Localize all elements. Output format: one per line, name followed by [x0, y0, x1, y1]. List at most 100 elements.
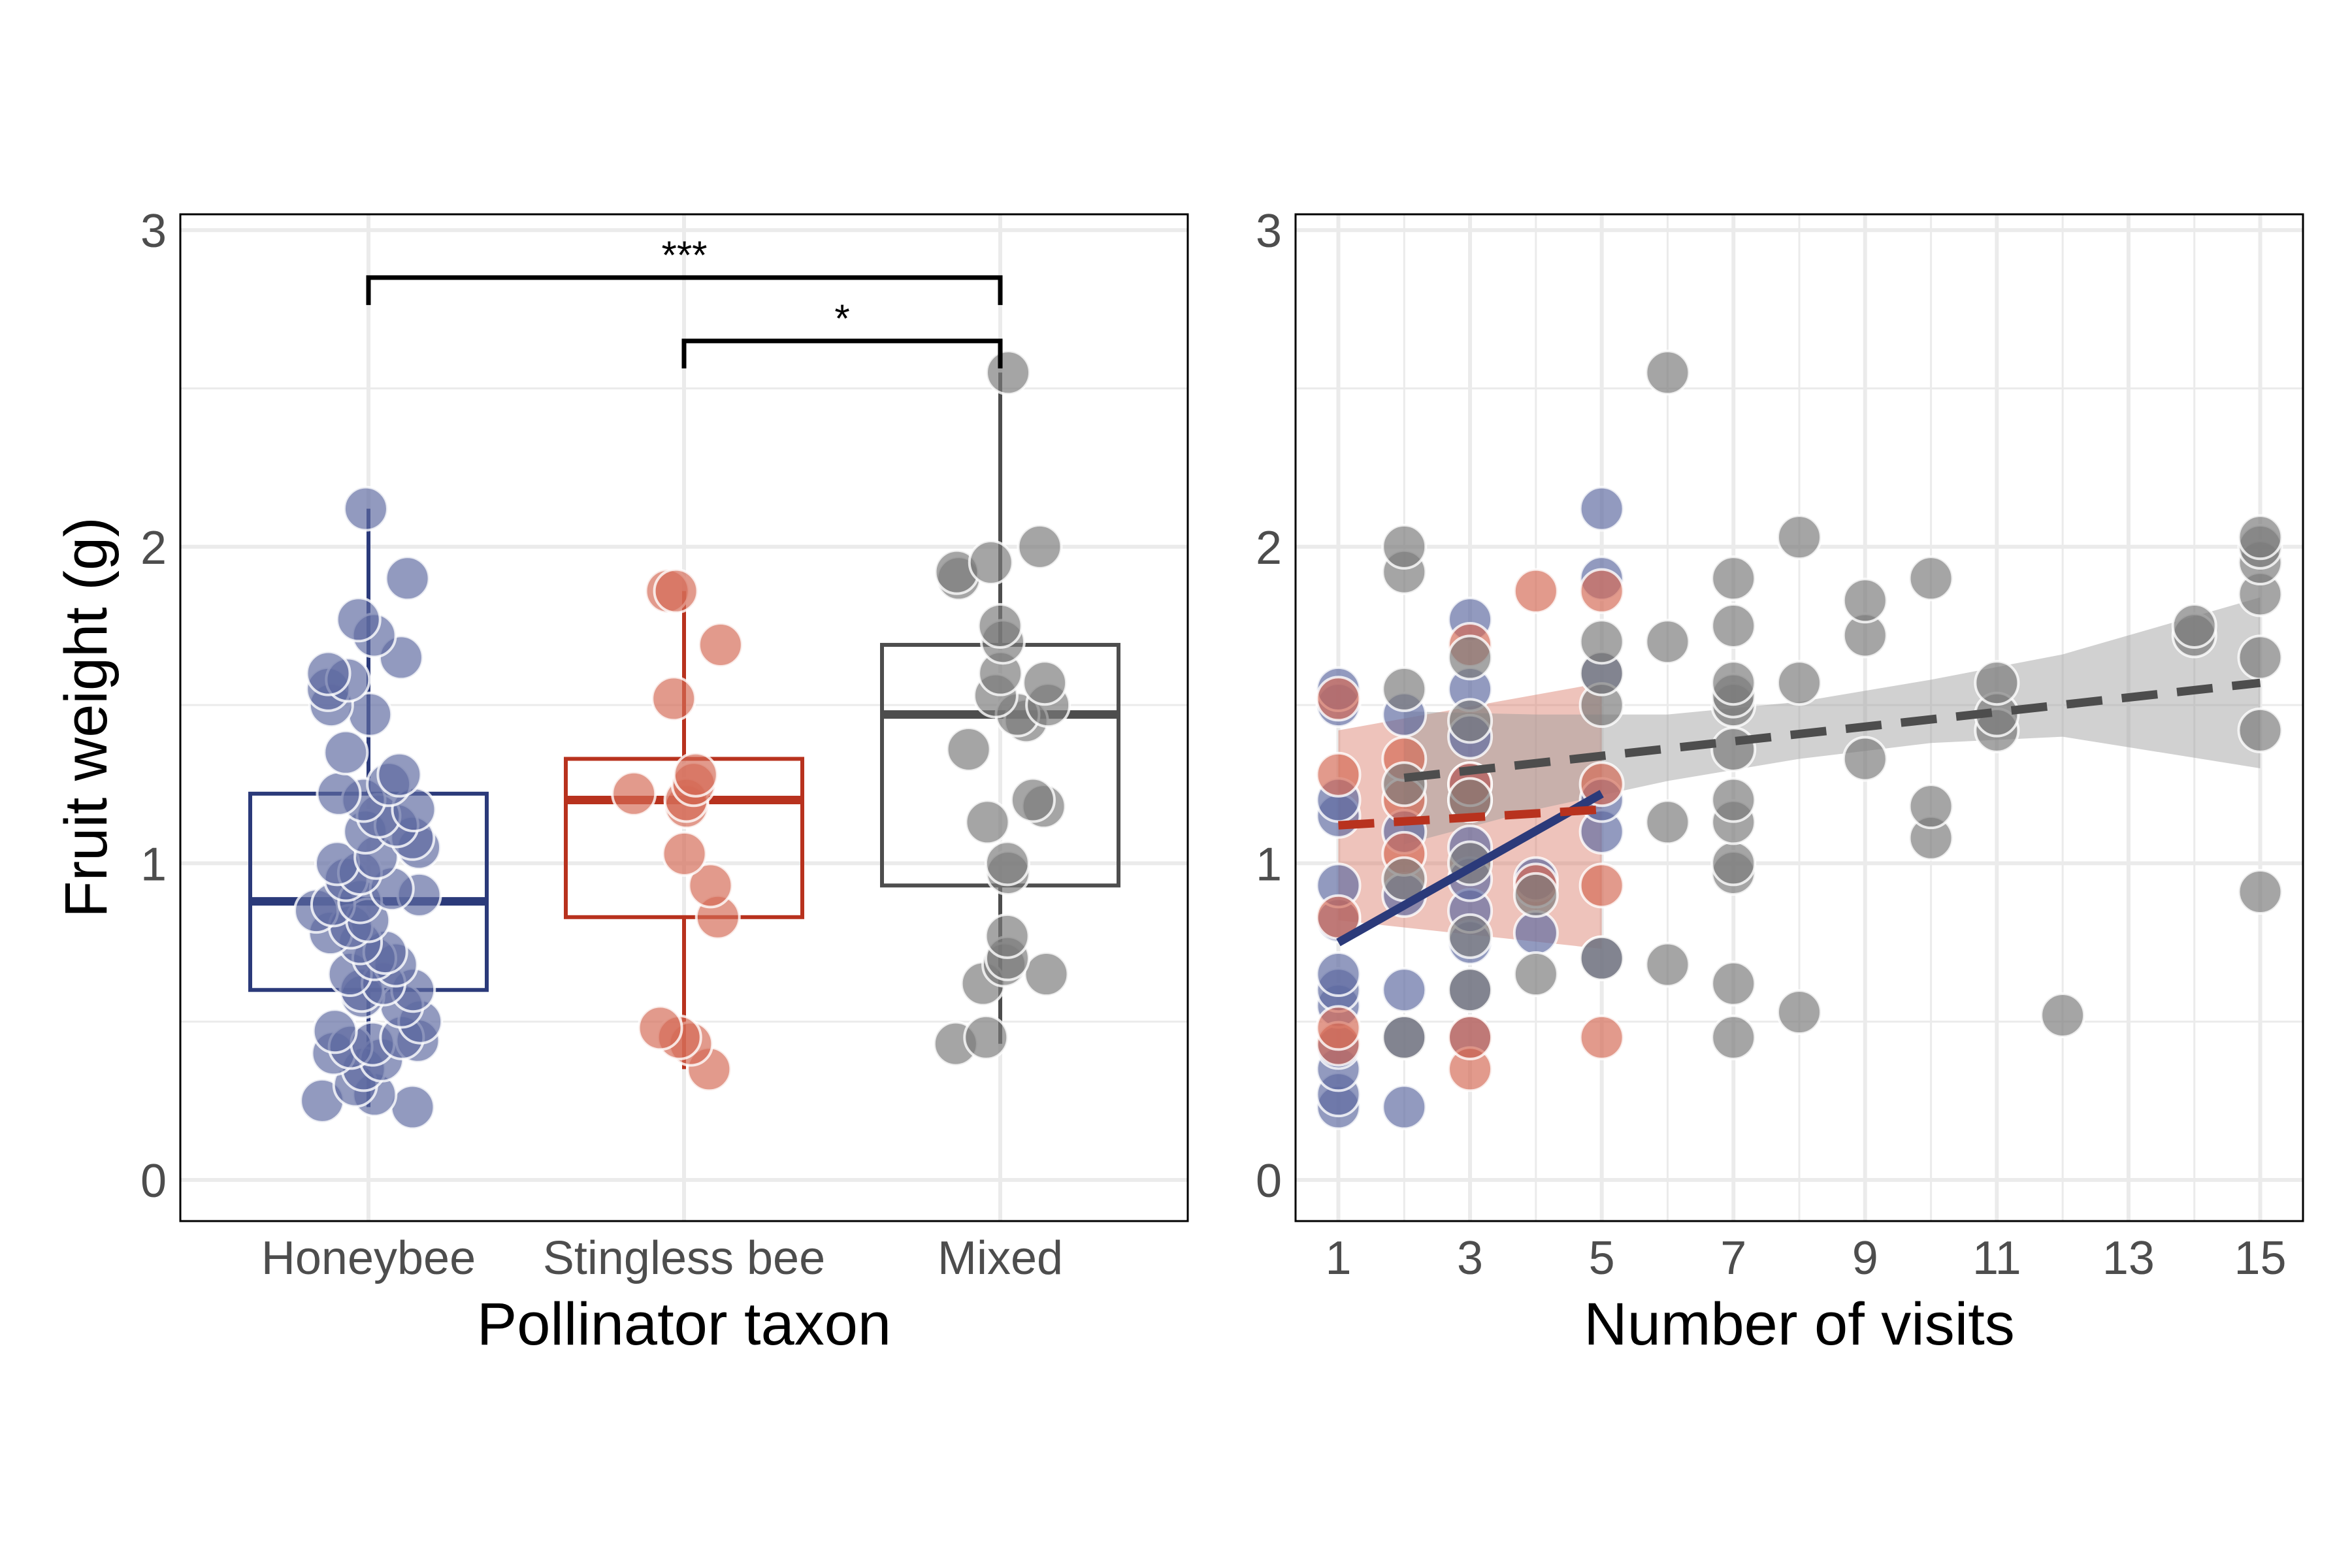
y-tick-label: 0 — [140, 1155, 167, 1207]
data-point — [963, 1014, 1009, 1060]
data-point — [1908, 555, 1954, 602]
data-point — [389, 1084, 436, 1130]
data-point — [1578, 485, 1625, 532]
y-tick-label: 2 — [1256, 522, 1282, 574]
significance-bracket — [681, 338, 1003, 368]
data-point — [1315, 751, 1362, 798]
data-point — [985, 350, 1032, 396]
scatter-x-ticks: 1 3 5 7 9 11 13 15 — [1325, 1232, 2286, 1284]
data-point — [977, 602, 1023, 649]
significance-brackets: **** — [366, 233, 1003, 368]
x-tick-label: Honeybee — [261, 1232, 476, 1284]
y-tick-label: 1 — [140, 838, 167, 890]
data-point — [1644, 941, 1691, 988]
scatter-y-ticks: 0 1 2 3 — [1256, 205, 1282, 1207]
data-point — [1023, 951, 1070, 998]
data-point — [1315, 676, 1362, 722]
data-point — [1447, 1014, 1494, 1060]
data-point — [1974, 660, 2020, 706]
data-point — [651, 676, 697, 722]
significance-label: * — [834, 297, 849, 340]
data-point — [672, 751, 719, 798]
data-point — [1776, 989, 1822, 1036]
y-tick-label: 0 — [1256, 1155, 1282, 1207]
data-point — [1017, 523, 1063, 570]
data-point — [1578, 619, 1625, 665]
significance-label: *** — [661, 233, 707, 277]
data-point — [376, 751, 423, 798]
x-tick-label: 7 — [1720, 1232, 1746, 1284]
data-point — [984, 913, 1030, 959]
fit-line — [1338, 805, 1603, 830]
boxplot-x-axis-title: Pollinator taxon — [477, 1291, 891, 1358]
data-point — [316, 770, 362, 817]
data-point — [1447, 913, 1494, 959]
data-point — [1578, 568, 1625, 614]
x-tick-label: 15 — [2234, 1232, 2286, 1284]
data-point — [384, 555, 431, 602]
data-point — [611, 770, 657, 817]
data-point — [1447, 698, 1494, 744]
data-point — [1644, 350, 1691, 396]
data-point — [342, 485, 389, 532]
data-point — [1776, 514, 1822, 561]
scatter-x-axis-title: Number of visits — [1584, 1291, 2015, 1358]
data-point — [1022, 660, 1068, 706]
data-point — [1381, 967, 1428, 1013]
data-point — [1381, 666, 1428, 712]
y-tick-label: 3 — [1256, 205, 1282, 257]
scatter-points — [1315, 350, 2283, 1130]
data-point — [323, 729, 369, 776]
fit-line — [1336, 790, 1604, 947]
data-point — [661, 830, 708, 877]
data-point — [1776, 660, 1822, 706]
boxplot-panel-border — [179, 213, 1189, 1222]
x-tick-label: 13 — [2102, 1232, 2155, 1284]
data-point — [1710, 555, 1757, 602]
data-point — [968, 540, 1014, 586]
data-point — [1644, 619, 1691, 665]
boxplot-y-ticks: 0 1 2 3 — [140, 205, 167, 1207]
boxplot-x-ticks: Honeybee Stingless bee Mixed — [261, 1232, 1063, 1284]
data-point — [1710, 840, 1757, 887]
boxplot-points — [293, 350, 1071, 1130]
data-point — [1644, 799, 1691, 845]
x-tick-label: 5 — [1589, 1232, 1615, 1284]
data-point — [305, 650, 351, 696]
data-point — [1447, 634, 1494, 681]
y-tick-label: 3 — [140, 205, 167, 257]
significance-bracket — [366, 275, 1003, 305]
boxplot-y-axis-title: Fruit weight (g) — [53, 517, 120, 918]
data-point — [1315, 951, 1362, 998]
scatter-panel-border — [1294, 213, 2304, 1222]
data-point — [1710, 602, 1757, 649]
y-tick-label: 2 — [140, 522, 167, 574]
data-point — [2040, 992, 2086, 1039]
data-point — [984, 840, 1030, 887]
data-point — [2171, 602, 2217, 649]
data-point — [697, 622, 743, 668]
data-point — [2237, 707, 2283, 753]
x-tick-label: 3 — [1457, 1232, 1483, 1284]
x-tick-label: 11 — [1972, 1232, 2021, 1284]
data-point — [1842, 578, 1888, 624]
data-point — [312, 1008, 358, 1054]
data-point — [1710, 1014, 1757, 1060]
data-point — [637, 1005, 683, 1051]
data-point — [2237, 634, 2283, 681]
data-point — [2237, 869, 2283, 915]
data-point — [945, 726, 992, 772]
data-point — [1512, 951, 1559, 998]
confidence-band — [1404, 597, 2261, 845]
data-point — [1381, 1084, 1428, 1130]
data-point — [1512, 568, 1559, 614]
data-point — [1842, 736, 1888, 782]
data-point — [1512, 872, 1559, 918]
data-point — [1381, 761, 1428, 808]
data-point — [1908, 783, 1954, 830]
data-point — [1710, 726, 1757, 772]
y-tick-label: 1 — [1256, 838, 1282, 890]
